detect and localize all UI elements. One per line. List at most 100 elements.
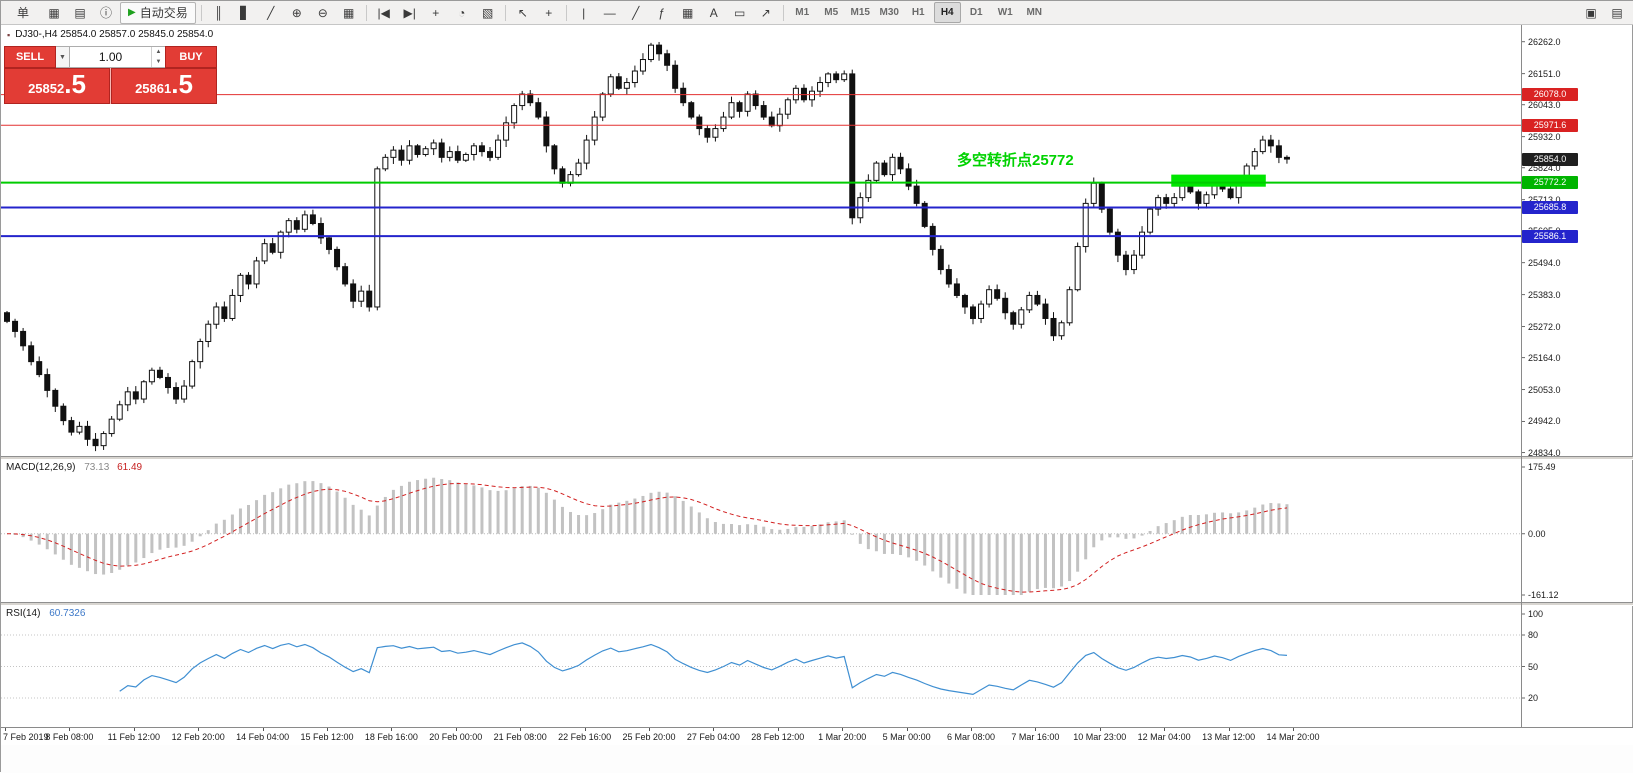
volume-stepper-up[interactable]: ▲ (155, 49, 162, 55)
candle-body (833, 73, 840, 81)
candle-body (221, 306, 228, 319)
candle-body (277, 231, 284, 253)
candle-body (350, 283, 357, 302)
macd-signal-value: 61.49 (117, 462, 143, 473)
price-chart-canvas[interactable] (1, 25, 1633, 456)
profiles-icon[interactable]: ▤ (74, 5, 86, 20)
tile-windows-icon[interactable]: ▦ (343, 5, 355, 20)
candle-body (478, 145, 485, 153)
autotrade-play-icon: ▶ (128, 7, 136, 18)
time-axis-label: 14 Feb 04:00 (236, 732, 290, 742)
line-chart-icon[interactable]: ╱ (267, 5, 275, 20)
candle-body (165, 376, 171, 389)
candle-body (1171, 197, 1178, 204)
vertical-line-icon[interactable]: | (582, 5, 586, 20)
candle-body (1259, 139, 1266, 153)
candle-body (253, 260, 260, 285)
buy-button[interactable]: BUY (165, 46, 217, 68)
time-tick (133, 728, 135, 731)
zoom-out-icon[interactable]: ⊖ (317, 5, 328, 20)
grid-icon[interactable]: ▦ (682, 5, 694, 20)
indicators-icon[interactable]: + (432, 5, 440, 20)
layout-icon[interactable]: ▣ (1585, 5, 1597, 20)
period-icon[interactable]: ◔ (458, 5, 466, 20)
trendline-icon[interactable]: ╱ (632, 5, 640, 20)
templates-icon[interactable]: ▧ (482, 5, 494, 20)
time-tick (1164, 728, 1166, 731)
candle-body (156, 369, 163, 378)
main-toolbar: 单 ▦ ▤ ⓘ ▶ 自动交易 ║ ▋ ╱ ⊕ ⊖ ▦ |◀ ▶| + ◔ ▧ ↖ + | — ╱ ƒ ▦ A ▭ ↗ M1 M5 M15 M… (1, 1, 1633, 25)
timeframe-m1[interactable]: M1 (795, 7, 810, 18)
timeframe-d1[interactable]: D1 (969, 7, 983, 18)
new-chart-icon[interactable]: ▦ (48, 5, 60, 20)
volume-value[interactable]: 1.00 (98, 50, 123, 64)
volume-input[interactable]: 1.00 ▲ ▼ (70, 46, 165, 68)
candle-body (301, 214, 308, 230)
crosshair-icon[interactable]: + (545, 5, 553, 20)
candle-body (44, 374, 51, 391)
candle-body (132, 391, 139, 400)
candle-body (414, 145, 421, 155)
timeframe-mn[interactable]: MN (1026, 7, 1042, 18)
sell-dropdown-button[interactable]: ▼ (56, 46, 70, 68)
panel-separator[interactable] (1, 602, 1633, 606)
volume-stepper-down[interactable]: ▼ (155, 59, 162, 65)
time-axis-label: 7 Mar 16:00 (1011, 732, 1060, 742)
candle-body (1122, 254, 1129, 271)
candle-body (1098, 182, 1105, 210)
sell-price-display[interactable]: 25852 .5 (4, 68, 110, 104)
text-icon[interactable]: A (709, 5, 718, 20)
toolbar-separator (504, 4, 506, 21)
horizontal-line-icon[interactable]: — (603, 5, 616, 20)
buy-price-display[interactable]: 25861 .5 (111, 68, 217, 104)
candle-body (309, 214, 316, 225)
candle-body (752, 93, 759, 107)
step-back-icon[interactable]: |◀ (377, 5, 390, 20)
candle-body (607, 76, 614, 95)
arrows-icon[interactable]: ↗ (760, 5, 771, 20)
fibonacci-icon[interactable]: ƒ (658, 5, 666, 20)
macd-canvas[interactable] (1, 460, 1633, 602)
timeframe-w1[interactable]: W1 (997, 7, 1013, 18)
candle-body (1042, 303, 1049, 319)
time-tick (1035, 728, 1037, 731)
time-axis-label: 21 Feb 08:00 (493, 732, 547, 742)
panel-icon[interactable]: ▤ (1611, 5, 1623, 20)
chart-ohlc-header: ▪ DJ30-,H4 25854.0 25857.0 25845.0 25854… (7, 29, 213, 40)
candle-body (1026, 294, 1033, 311)
timeframe-m30[interactable]: M30 (879, 7, 899, 18)
label-icon[interactable]: ▭ (734, 5, 746, 20)
candle-body (873, 162, 880, 181)
candle-body (728, 102, 735, 118)
volume-stepper: ▲ ▼ (151, 47, 165, 67)
candle-body (68, 420, 75, 433)
candlestick-chart-icon[interactable]: ▋ (240, 5, 250, 20)
timeframe-m5[interactable]: M5 (824, 7, 839, 18)
rsi-label: RSI(14) (6, 608, 41, 619)
rsi-canvas[interactable] (1, 606, 1633, 727)
zoom-in-icon[interactable]: ⊕ (291, 5, 302, 20)
macd-main-value: 73.13 (84, 462, 110, 473)
candle-body (1227, 188, 1234, 199)
data-window-icon[interactable]: ⓘ (99, 6, 112, 20)
cursor-icon[interactable]: ↖ (517, 5, 528, 20)
step-forward-icon[interactable]: ▶| (403, 5, 416, 20)
candle-body (446, 151, 453, 158)
autotrade-button[interactable]: ▶ 自动交易 (120, 1, 196, 24)
timeframe-h4[interactable]: H4 (933, 2, 961, 23)
panel-separator[interactable] (1, 456, 1633, 460)
candle-body (825, 73, 832, 84)
candle-body (237, 274, 244, 296)
timeframe-h1[interactable]: H1 (911, 7, 925, 18)
candle-body (1147, 208, 1154, 233)
candle-body (712, 128, 719, 138)
candle-body (470, 145, 477, 155)
candle-body (978, 303, 985, 319)
candle-body (945, 269, 952, 285)
candle-body (317, 223, 324, 239)
bar-chart-icon[interactable]: ║ (214, 5, 223, 20)
timeframe-m15[interactable]: M15 (850, 7, 870, 18)
time-tick (842, 728, 844, 731)
sell-button[interactable]: SELL (4, 46, 56, 68)
new-order-button[interactable]: 单 (16, 6, 29, 20)
